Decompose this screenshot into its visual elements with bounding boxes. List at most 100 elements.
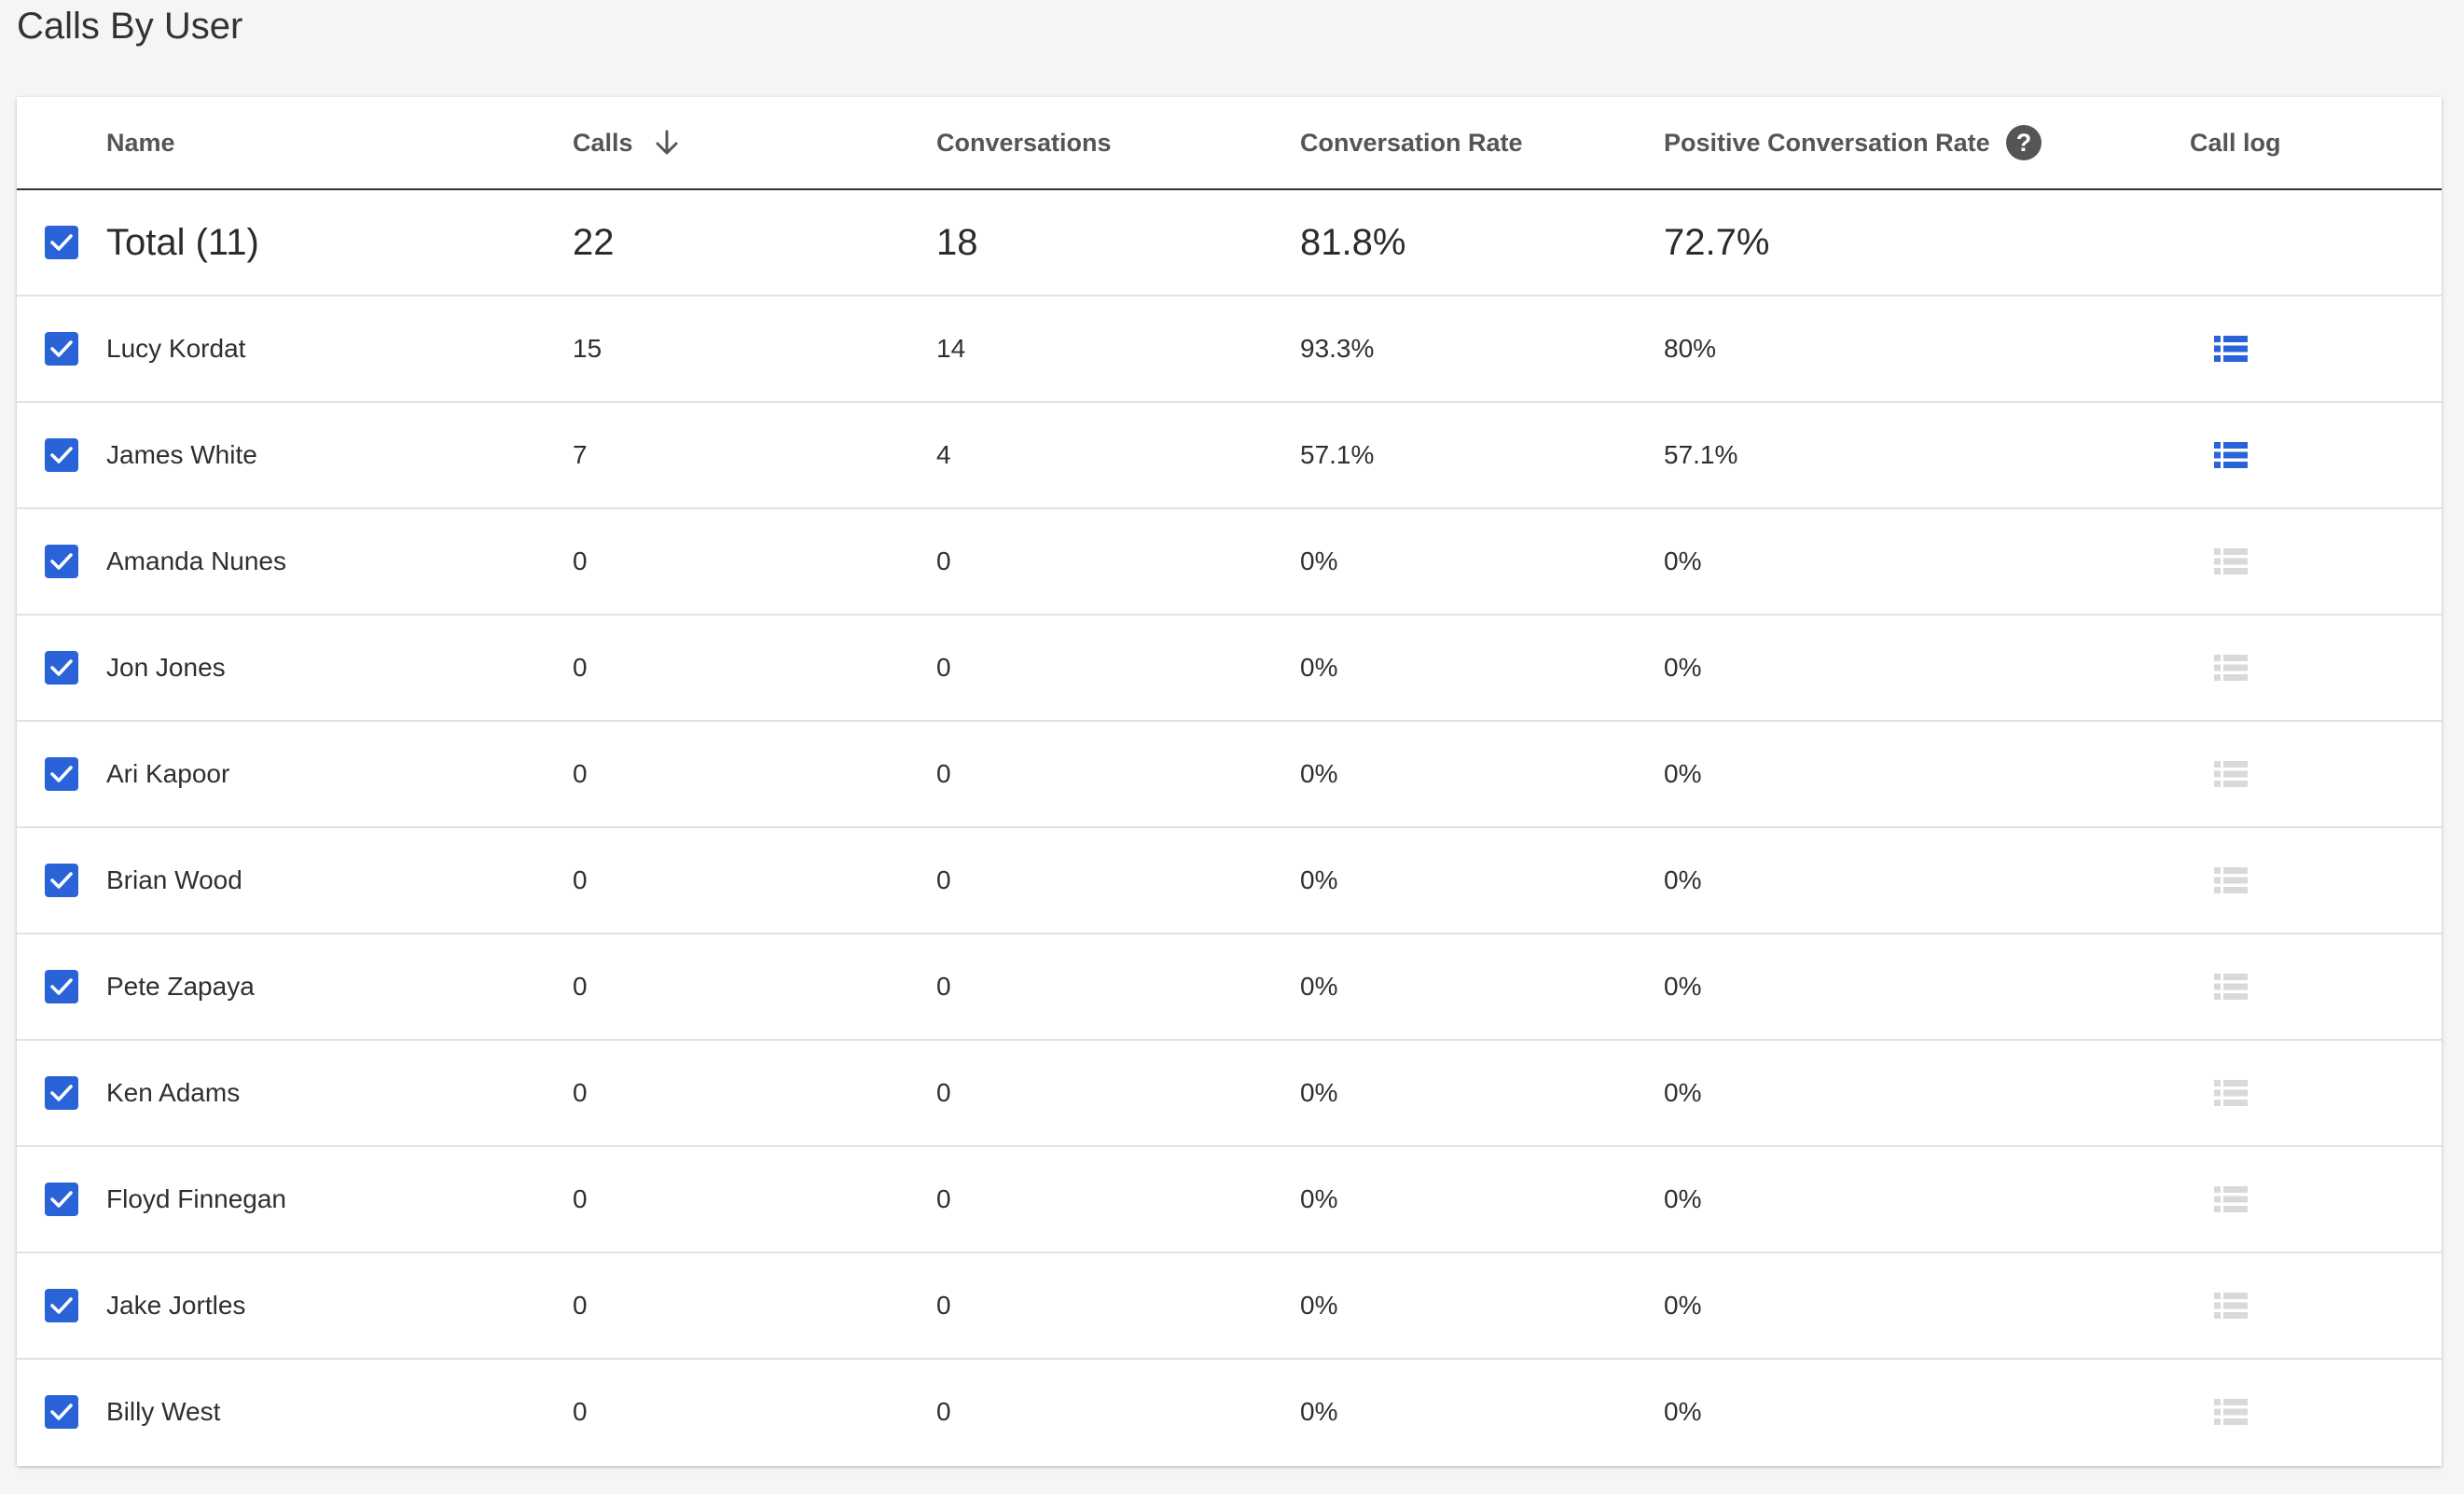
row-checkbox[interactable]: [45, 616, 78, 720]
list-icon[interactable]: [2214, 336, 2248, 362]
user-conversations: 0: [936, 1291, 951, 1320]
column-header-call-log: Call log: [2190, 128, 2281, 157]
checkbox-checked-icon[interactable]: [45, 970, 78, 1003]
call-log-button[interactable]: [2214, 297, 2248, 401]
user-conversation-rate: 0%: [1300, 653, 1338, 682]
list-icon: [2214, 761, 2248, 787]
user-calls: 0: [573, 653, 588, 682]
checkbox-checked-icon[interactable]: [45, 1183, 78, 1216]
user-calls: 0: [573, 972, 588, 1001]
list-icon: [2214, 548, 2248, 574]
column-header-conversations[interactable]: Conversations: [936, 128, 1112, 157]
table-row: Floyd Finnegan 0 0 0% 0%: [17, 1147, 2442, 1253]
user-conversation-rate: 0%: [1300, 1184, 1338, 1213]
user-positive-conversation-rate: 0%: [1664, 653, 1702, 682]
checkbox-checked-icon[interactable]: [45, 1395, 78, 1429]
total-calls: 22: [573, 221, 615, 263]
row-checkbox[interactable]: [45, 934, 78, 1039]
table-row: Jon Jones 0 0 0% 0%: [17, 616, 2442, 722]
checkbox-checked-icon[interactable]: [45, 864, 78, 897]
user-conversations: 0: [936, 653, 951, 682]
checkbox-checked-icon[interactable]: [45, 332, 78, 366]
user-name: Floyd Finnegan: [106, 1184, 287, 1213]
user-conversation-rate: 0%: [1300, 1291, 1338, 1320]
row-checkbox[interactable]: [45, 1147, 78, 1252]
checkbox-checked-icon[interactable]: [45, 226, 78, 259]
row-checkbox[interactable]: [45, 1360, 78, 1464]
table-row: Ari Kapoor 0 0 0% 0%: [17, 722, 2442, 828]
list-icon: [2214, 655, 2248, 681]
svg-text:?: ?: [2015, 129, 2031, 157]
user-conversations: 0: [936, 1184, 951, 1213]
user-positive-conversation-rate: 0%: [1664, 759, 1702, 788]
column-header-positive-conversation-rate[interactable]: Positive Conversation Rate ?: [1664, 97, 2042, 188]
list-icon: [2214, 1186, 2248, 1212]
list-icon: [2214, 867, 2248, 893]
row-checkbox[interactable]: [45, 509, 78, 614]
user-name: Lucy Kordat: [106, 334, 246, 363]
user-conversation-rate: 0%: [1300, 972, 1338, 1001]
user-conversations: 0: [936, 1397, 951, 1426]
checkbox-checked-icon[interactable]: [45, 1289, 78, 1322]
checkbox-checked-icon[interactable]: [45, 757, 78, 791]
call-log-button[interactable]: [2214, 403, 2248, 507]
user-positive-conversation-rate: 57.1%: [1664, 440, 1738, 469]
table-row: Pete Zapaya 0 0 0% 0%: [17, 934, 2442, 1041]
total-positive-conversation-rate: 72.7%: [1664, 221, 1770, 263]
user-name: James White: [106, 440, 257, 469]
user-conversations: 0: [936, 1078, 951, 1107]
user-positive-conversation-rate: 0%: [1664, 972, 1702, 1001]
arrow-down-icon[interactable]: [654, 129, 680, 157]
total-checkbox[interactable]: [45, 190, 78, 295]
user-conversation-rate: 93.3%: [1300, 334, 1375, 363]
user-calls: 0: [573, 759, 588, 788]
call-log-button: [2214, 1147, 2248, 1252]
user-conversations: 4: [936, 440, 951, 469]
checkbox-checked-icon[interactable]: [45, 1076, 78, 1110]
row-checkbox[interactable]: [45, 1253, 78, 1358]
column-header-name[interactable]: Name: [106, 128, 175, 157]
user-name: Ari Kapoor: [106, 759, 230, 788]
checkbox-checked-icon[interactable]: [45, 651, 78, 685]
user-positive-conversation-rate: 0%: [1664, 1078, 1702, 1107]
row-checkbox[interactable]: [45, 403, 78, 507]
list-icon[interactable]: [2214, 442, 2248, 468]
user-name: Pete Zapaya: [106, 972, 255, 1001]
call-log-button: [2214, 934, 2248, 1039]
user-name: Brian Wood: [106, 865, 242, 894]
call-log-button: [2214, 509, 2248, 614]
list-icon: [2214, 974, 2248, 1000]
list-icon: [2214, 1399, 2248, 1425]
user-calls: 0: [573, 1184, 588, 1213]
user-name: Ken Adams: [106, 1078, 241, 1107]
user-conversation-rate: 0%: [1300, 759, 1338, 788]
checkbox-checked-icon[interactable]: [45, 438, 78, 472]
table-total-row: Total (11) 22 18 81.8% 72.7%: [17, 190, 2442, 297]
user-calls: 0: [573, 1078, 588, 1107]
user-conversation-rate: 0%: [1300, 1397, 1338, 1426]
user-conversation-rate: 57.1%: [1300, 440, 1375, 469]
user-name: Jake Jortles: [106, 1291, 246, 1320]
total-name: Total (11): [106, 221, 259, 263]
row-checkbox[interactable]: [45, 1041, 78, 1145]
call-log-button: [2214, 1041, 2248, 1145]
column-header-conversation-rate[interactable]: Conversation Rate: [1300, 128, 1523, 157]
checkbox-checked-icon[interactable]: [45, 545, 78, 578]
column-header-calls[interactable]: Calls: [573, 97, 680, 188]
table-row: Brian Wood 0 0 0% 0%: [17, 828, 2442, 934]
call-log-button: [2214, 616, 2248, 720]
page-title: Calls By User: [17, 6, 243, 47]
user-calls: 7: [573, 440, 588, 469]
row-checkbox[interactable]: [45, 722, 78, 826]
table-row: Ken Adams 0 0 0% 0%: [17, 1041, 2442, 1147]
table-row: Billy West 0 0 0% 0%: [17, 1360, 2442, 1464]
user-calls: 0: [573, 865, 588, 894]
column-header-calls-label: Calls: [573, 128, 633, 157]
row-checkbox[interactable]: [45, 828, 78, 933]
user-positive-conversation-rate: 0%: [1664, 1291, 1702, 1320]
table-row: James White 7 4 57.1% 57.1%: [17, 403, 2442, 509]
row-checkbox[interactable]: [45, 297, 78, 401]
help-circle-icon[interactable]: ?: [2005, 124, 2042, 161]
user-name: Billy West: [106, 1397, 221, 1426]
user-calls: 0: [573, 1291, 588, 1320]
